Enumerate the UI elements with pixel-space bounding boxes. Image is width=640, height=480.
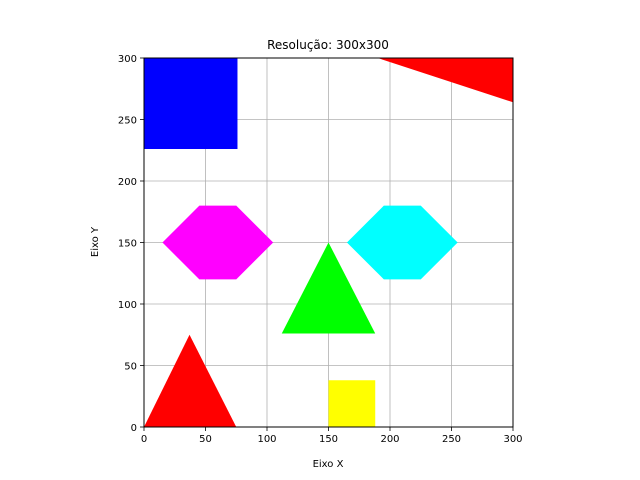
y-tick-label: 150 [118, 239, 137, 250]
x-tick-label: 0 [141, 434, 147, 445]
red-bottom-triangle [144, 334, 237, 427]
y-tick-label: 50 [124, 362, 137, 373]
tick-layer: 0 50 100 150 200 250 300 0 50 100 150 200 250 300 [118, 54, 523, 445]
y-tick-label: 300 [118, 54, 137, 65]
x-axis-label: Eixo X [313, 459, 344, 470]
x-tick-label: 250 [442, 434, 461, 445]
shape-layer [144, 58, 513, 427]
y-tick-label: 200 [118, 177, 137, 188]
x-tick-label: 150 [319, 434, 338, 445]
y-axis-label: Eixo Y [90, 226, 101, 257]
blue-rectangle [144, 58, 238, 150]
y-tick-label: 0 [131, 423, 137, 434]
x-tick-label: 100 [257, 434, 276, 445]
cyan-hexagon [346, 205, 458, 280]
chart-title: Resolução: 300x300 [267, 38, 389, 52]
y-tick-label: 100 [118, 300, 137, 311]
x-tick-label: 50 [199, 434, 212, 445]
yellow-square [328, 380, 376, 427]
red-top-right-polygon [377, 58, 513, 103]
green-triangle [281, 242, 376, 334]
x-tick-label: 200 [380, 434, 399, 445]
y-tick-label: 250 [118, 116, 137, 127]
magenta-hexagon [162, 205, 274, 280]
x-tick-label: 300 [503, 434, 522, 445]
